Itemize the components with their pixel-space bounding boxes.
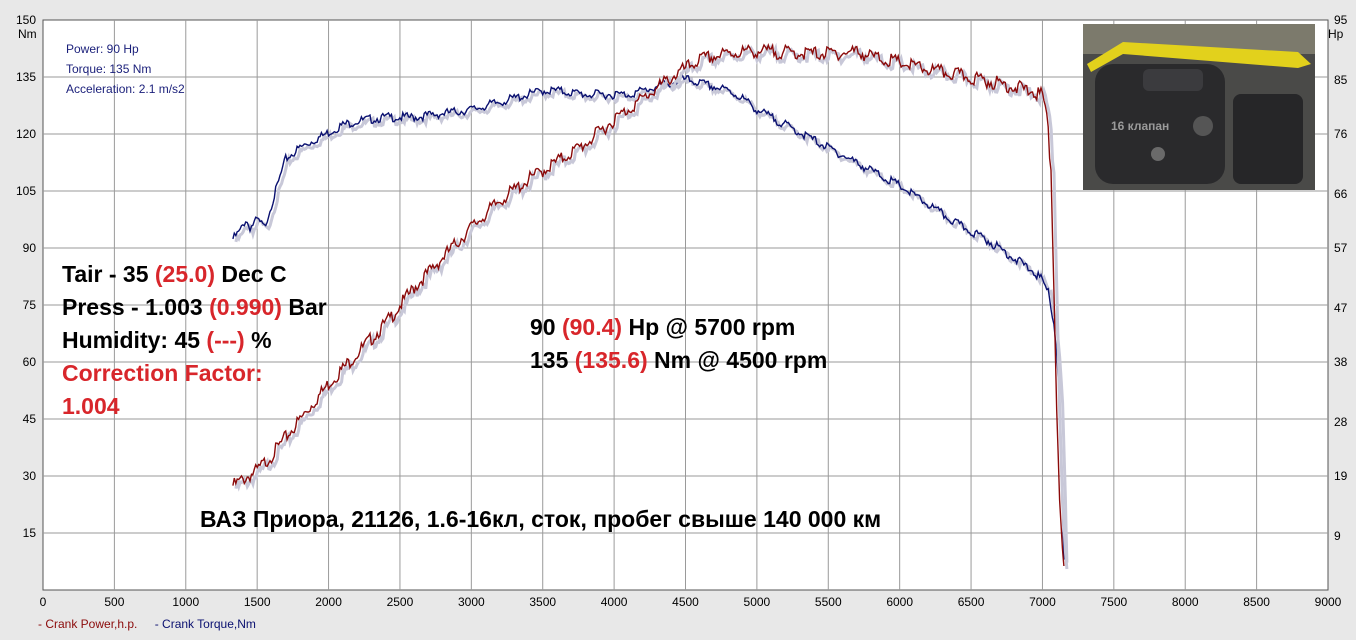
y-left-unit: Nm: [18, 27, 37, 41]
peak-power-rpm: Hp @ 5700 rpm: [622, 314, 796, 340]
y-right-tick-label: 66: [1334, 187, 1348, 201]
y-left-tick-label: 15: [23, 526, 37, 540]
y-right-tick-label: 57: [1334, 241, 1348, 255]
y-left-tick-label: 30: [23, 469, 37, 483]
x-tick-label: 3000: [458, 595, 485, 609]
series-layer: [232, 42, 1069, 570]
peak-torque-corrected: (135.6): [574, 347, 648, 373]
info-box: Power: 90 Hp Torque: 135 Nm Acceleration…: [66, 39, 185, 99]
info-acceleration: Acceleration: 2.1 m/s2: [66, 82, 185, 96]
x-tick-label: 8500: [1243, 595, 1270, 609]
peak-power-corrected: (90.4): [561, 314, 623, 340]
y-left-tick-label: 75: [23, 298, 37, 312]
x-tick-label: 4500: [672, 595, 699, 609]
peaks-block: 90 (90.4) Hp @ 5700 rpm 135 (135.6) Nm @…: [530, 311, 827, 377]
tair-value: Tair - 35: [62, 261, 155, 287]
y-right-tick-label: 38: [1334, 355, 1348, 369]
y-right-unit: Hp: [1328, 27, 1344, 41]
x-tick-label: 9000: [1315, 595, 1342, 609]
x-tick-label: 1000: [172, 595, 199, 609]
press-line: Press - 1.003 (0.990) Bar: [62, 291, 327, 324]
x-tick-label: 2000: [315, 595, 342, 609]
x-tick-label: 5500: [815, 595, 842, 609]
y-left-tick-label: 105: [16, 184, 36, 198]
x-tick-label: 7500: [1100, 595, 1127, 609]
y-right-tick-label: 9: [1334, 529, 1341, 543]
y-left-tick-label: 120: [16, 127, 36, 141]
x-axis-ticks: 0 500 1000 1500 2000 2500 3000 3500 4000 4500 5000…: [40, 595, 1342, 609]
humidity-unit: %: [244, 327, 272, 353]
tair-unit: Dec C: [214, 261, 287, 287]
y-left-tick-label: 150: [16, 13, 36, 27]
correction-factor-value: 1.004: [62, 393, 120, 419]
conditions-block: Tair - 35 (25.0) Dec C Press - 1.003 (0.…: [62, 258, 327, 423]
info-torque: Torque: 135 Nm: [66, 62, 152, 76]
x-tick-label: 6000: [886, 595, 913, 609]
tair-line: Tair - 35 (25.0) Dec C: [62, 258, 327, 291]
y-left-tick-label: 45: [23, 412, 37, 426]
x-tick-label: 1500: [244, 595, 271, 609]
y-left-tick-label: 60: [23, 355, 37, 369]
power-series-line: [232, 42, 1065, 567]
photo-label: 16 клапан: [1111, 119, 1169, 133]
peak-power-line: 90 (90.4) Hp @ 5700 rpm: [530, 311, 827, 344]
x-tick-label: 2500: [387, 595, 414, 609]
peak-torque-line: 135 (135.6) Nm @ 4500 rpm: [530, 344, 827, 377]
engine-photo: 16 клапан: [1083, 24, 1315, 190]
y-left-axis-ticks: 15 30 45 60 75 90 105 120 135 150: [16, 13, 36, 540]
humidity-line: Humidity: 45 (---) %: [62, 324, 327, 357]
y-right-axis-ticks: 9 19 28 38 47 57 66 76 85 95: [1334, 13, 1348, 543]
legend: - Crank Power,h.p. - Crank Torque,Nm: [38, 617, 270, 631]
x-tick-label: 6500: [958, 595, 985, 609]
car-caption: ВАЗ Приора, 21126, 1.6-16кл, сток, пробе…: [200, 506, 882, 532]
correction-factor-label: Correction Factor:: [62, 360, 263, 386]
y-left-tick-label: 90: [23, 241, 37, 255]
x-tick-label: 7000: [1029, 595, 1056, 609]
y-right-tick-label: 47: [1334, 301, 1348, 315]
y-right-tick-label: 95: [1334, 13, 1348, 27]
y-left-tick-label: 135: [16, 70, 36, 84]
x-tick-label: 3500: [529, 595, 556, 609]
x-tick-label: 500: [104, 595, 124, 609]
y-right-tick-label: 19: [1334, 469, 1348, 483]
legend-power: - Crank Power,h.p.: [38, 617, 138, 631]
press-value: Press - 1.003: [62, 294, 210, 320]
tair-corrected: (25.0): [154, 261, 215, 287]
humidity-corrected: (---): [206, 327, 245, 353]
peak-torque-rpm: Nm @ 4500 rpm: [647, 347, 828, 373]
x-tick-label: 8000: [1172, 595, 1199, 609]
press-corrected: (0.990): [209, 294, 282, 320]
info-power: Power: 90 Hp: [66, 42, 139, 56]
peak-torque: 135: [530, 347, 575, 373]
y-right-tick-label: 76: [1334, 127, 1348, 141]
y-right-tick-label: 28: [1334, 415, 1348, 429]
x-tick-label: 4000: [601, 595, 628, 609]
torque-series-line: [232, 74, 1065, 560]
y-right-tick-label: 85: [1334, 73, 1348, 87]
x-tick-label: 0: [40, 595, 47, 609]
x-tick-label: 5000: [744, 595, 771, 609]
humidity-value: Humidity: 45: [62, 327, 207, 353]
peak-power: 90: [530, 314, 562, 340]
press-unit: Bar: [281, 294, 327, 320]
legend-torque: - Crank Torque,Nm: [154, 617, 256, 631]
engine-photo-drawing: 16 клапан: [1083, 24, 1315, 190]
